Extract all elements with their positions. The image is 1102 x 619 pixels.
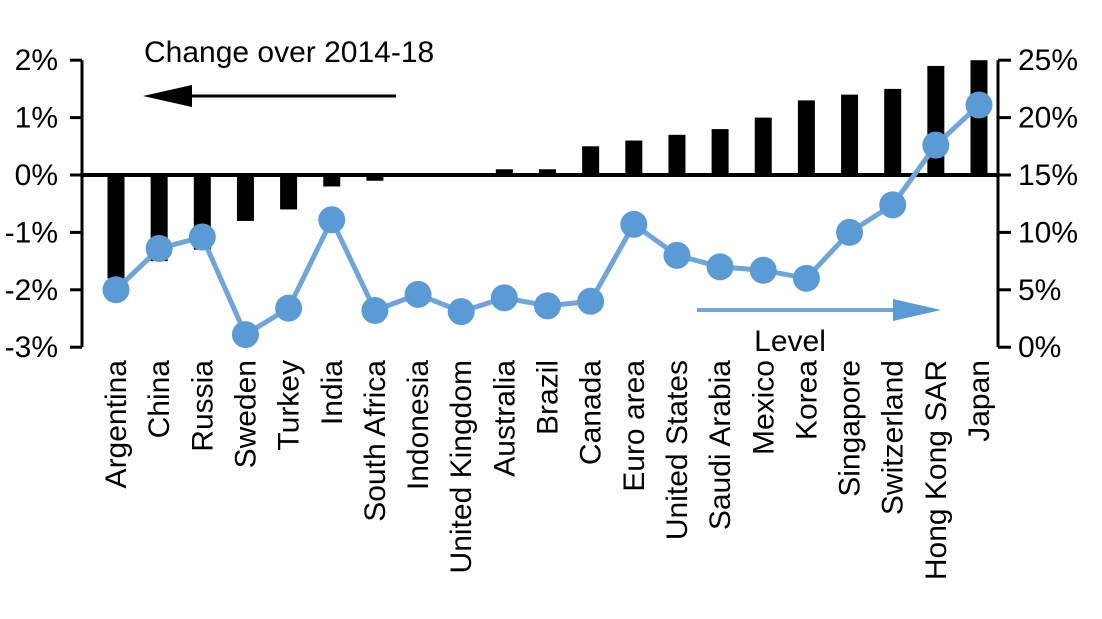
marker-switzerland — [879, 191, 907, 219]
marker-mexico — [749, 256, 777, 284]
marker-india — [318, 206, 346, 234]
right-axis-tick-label: 15% — [1018, 159, 1078, 192]
left-axis-tick-label: 1% — [15, 102, 58, 135]
x-axis-label-canada: Canada — [575, 360, 608, 465]
bar-south-africa — [366, 175, 384, 181]
x-axis-label-united-states: United States — [661, 360, 694, 540]
x-axis-label-hong-kong-sar: Hong Kong SAR — [920, 360, 953, 580]
right-axis-tick-label: 0% — [1018, 331, 1061, 364]
right-arrow-head — [893, 299, 941, 321]
marker-saudi-arabia — [706, 253, 734, 281]
x-axis-label-turkey: Turkey — [273, 360, 306, 451]
right-axis-tick-label: 10% — [1018, 216, 1078, 249]
marker-china — [145, 234, 173, 262]
x-axis-label-india: India — [316, 360, 349, 425]
bar-canada — [582, 146, 600, 175]
bar-series-title: Change over 2014-18 — [144, 36, 434, 69]
marker-sweden — [231, 321, 259, 349]
x-axis-label-saudi-arabia: Saudi Arabia — [704, 360, 737, 530]
x-axis-label-united-kingdom: United Kingdom — [445, 360, 478, 573]
bar-series — [107, 60, 988, 279]
marker-korea — [792, 264, 820, 292]
marker-hong-kong-sar — [922, 131, 950, 159]
x-axis-label-brazil: Brazil — [532, 360, 565, 435]
left-arrow-head — [143, 85, 192, 107]
left-axis-tick-label: 2% — [15, 44, 58, 77]
bar-mexico — [754, 117, 772, 175]
right-arrow — [697, 299, 941, 321]
line-series-title: Level — [754, 325, 826, 358]
line-series — [102, 91, 993, 349]
x-axis-label-mexico: Mexico — [747, 360, 780, 455]
bar-sweden — [236, 175, 254, 221]
bar-india — [323, 175, 341, 187]
bar-argentina — [107, 175, 125, 279]
bar-united-states — [668, 134, 686, 175]
bar-australia — [495, 169, 513, 175]
left-axis-tick-label: 0% — [15, 159, 58, 192]
x-axis-label-russia: Russia — [186, 360, 219, 452]
marker-united-kingdom — [447, 298, 475, 326]
bar-euro-area — [625, 140, 643, 175]
marker-canada — [577, 287, 605, 315]
right-axis-tick-label: 20% — [1018, 102, 1078, 135]
x-axis-label-china: China — [143, 360, 176, 439]
marker-australia — [490, 284, 518, 312]
bar-saudi-arabia — [711, 129, 729, 175]
x-axis-label-indonesia: Indonesia — [402, 360, 435, 490]
bar-singapore — [841, 94, 859, 175]
marker-japan — [965, 91, 993, 119]
right-axis-tick-label: 5% — [1018, 274, 1061, 307]
x-axis-label-japan: Japan — [963, 360, 996, 442]
x-axis-label-argentina: Argentina — [100, 360, 133, 489]
x-axis-label-sweden: Sweden — [229, 360, 262, 468]
left-axis-tick-label: -1% — [5, 216, 58, 249]
bar-turkey — [280, 175, 298, 210]
marker-euro-area — [620, 210, 648, 238]
marker-russia — [188, 223, 216, 251]
marker-argentina — [102, 276, 130, 304]
bar-brazil — [539, 169, 556, 175]
left-arrow — [143, 85, 396, 107]
bar-switzerland — [884, 88, 902, 175]
marker-south-africa — [361, 296, 389, 324]
x-axis-label-singapore: Singapore — [834, 360, 867, 497]
marker-brazil — [534, 292, 561, 320]
x-axis-label-euro-area: Euro area — [618, 360, 651, 492]
marker-united-states — [663, 241, 691, 269]
marker-singapore — [836, 218, 864, 246]
right-axis-tick-label: 25% — [1018, 44, 1078, 77]
x-axis-label-korea: Korea — [790, 360, 823, 440]
left-axis-tick-label: -2% — [5, 274, 58, 307]
bar-korea — [797, 100, 815, 175]
marker-indonesia — [404, 280, 432, 308]
left-axis-tick-label: -3% — [5, 331, 58, 364]
marker-turkey — [275, 294, 303, 322]
x-axis-label-switzerland: Switzerland — [877, 360, 910, 515]
x-axis-label-australia: Australia — [488, 360, 521, 477]
x-axis-label-south-africa: South Africa — [359, 360, 392, 522]
axes: 2% 1% 0% -1% -2% -3% 25% 20% 15% 10% 5% 0% Argentina… — [5, 44, 1078, 580]
